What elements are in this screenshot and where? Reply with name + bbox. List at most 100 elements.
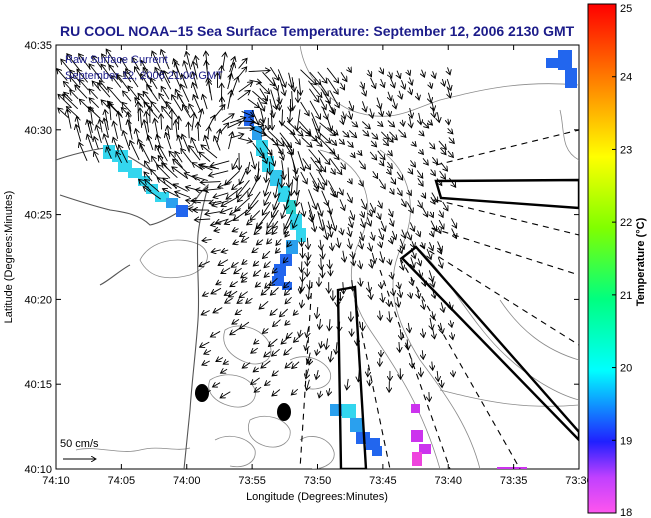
current-vector: [92, 81, 101, 92]
current-vector: [264, 191, 272, 206]
current-vector: [264, 273, 269, 278]
current-vector: [89, 98, 100, 109]
current-vector: [326, 338, 328, 349]
current-vector: [191, 138, 199, 154]
current-vector: [282, 199, 290, 219]
current-vector: [328, 388, 330, 395]
current-vector: [412, 358, 413, 368]
current-vector: [362, 129, 369, 136]
current-vector: [439, 210, 443, 218]
current-vector: [282, 170, 283, 188]
current-vector: [431, 169, 436, 175]
current-vector: [67, 109, 72, 129]
colorbar: 25 24 23 22 21 20 19 18 Temperature (°C): [587, 3, 647, 518]
current-vector: [351, 153, 355, 158]
current-vector: [406, 202, 413, 213]
current-vector: [312, 136, 322, 146]
current-vector: [299, 127, 311, 136]
current-vector: [139, 179, 152, 192]
current-vector: [151, 78, 158, 90]
current-vector: [282, 160, 285, 179]
current-vector: [370, 77, 376, 89]
current-vector: [248, 179, 258, 197]
current-vector: [312, 218, 315, 232]
current-vector: [248, 70, 270, 71]
current-vector: [361, 211, 363, 217]
current-vector: [238, 58, 248, 69]
current-vector: [409, 87, 411, 95]
current-vector: [382, 292, 383, 302]
current-vector: [329, 157, 342, 174]
current-vector: [106, 147, 112, 159]
current-vector: [430, 82, 432, 88]
current-vector: [292, 159, 297, 181]
current-vector: [329, 127, 338, 135]
current-vector: [175, 192, 191, 198]
current-vector: [330, 139, 336, 146]
current-vector: [361, 81, 364, 89]
current-vector: [263, 118, 264, 131]
current-vector: [387, 161, 392, 169]
x-tick-label: 73:40: [434, 475, 462, 487]
current-vector: [317, 177, 324, 190]
x-tick-label: 73:35: [500, 475, 528, 487]
current-vector: [234, 267, 242, 273]
current-vector: [348, 226, 351, 236]
current-vector: [353, 257, 354, 266]
current-vector: [227, 90, 232, 109]
current-vector: [268, 130, 284, 146]
current-vector: [337, 237, 339, 248]
current-vector: [161, 70, 172, 90]
current-vector: [330, 187, 334, 197]
current-vector: [319, 318, 320, 329]
current-vector: [417, 290, 419, 299]
current-vector: [382, 138, 389, 145]
current-vector: [342, 130, 349, 137]
current-vector: [448, 87, 451, 98]
current-vector: [372, 252, 375, 264]
current-vector: [240, 232, 248, 237]
current-vector: [155, 67, 163, 82]
current-vector: [172, 95, 183, 112]
current-vector: [252, 142, 265, 159]
current-vector: [305, 340, 307, 350]
current-vector: [120, 58, 129, 70]
x-tick-label: 73:50: [304, 475, 332, 487]
current-vector: [184, 61, 190, 78]
current-vector: [352, 251, 353, 259]
current-vector: [347, 378, 349, 390]
current-vector: [286, 141, 293, 154]
current-vector: [100, 119, 103, 133]
current-vector: [289, 130, 300, 144]
current-vector: [388, 91, 391, 101]
current-vector: [144, 172, 153, 182]
current-vector: [89, 64, 103, 82]
current-vector: [249, 127, 266, 135]
current-vector: [312, 180, 318, 192]
current-vector: [148, 135, 154, 151]
current-vector: [427, 248, 431, 260]
current-vector: [220, 207, 233, 213]
current-vector: [317, 71, 327, 83]
current-vector: [380, 131, 388, 140]
current-vector: [266, 227, 273, 235]
current-vector: [254, 386, 262, 392]
current-vector: [397, 70, 400, 79]
colorbar-tick-label: 23: [620, 144, 632, 156]
current-vector: [317, 131, 330, 143]
current-vector: [369, 242, 371, 251]
current-vector: [278, 147, 284, 160]
current-vector: [205, 136, 210, 150]
current-vector: [286, 332, 293, 338]
current-vector: [301, 137, 312, 147]
current-vector: [278, 97, 280, 110]
current-vector: [278, 89, 281, 104]
current-vector: [363, 88, 366, 96]
current-vector: [239, 291, 248, 298]
current-vector: [320, 239, 321, 250]
current-vector: [199, 261, 210, 266]
current-vector: [285, 232, 289, 237]
current-vector: [311, 118, 319, 140]
current-vector: [201, 310, 210, 314]
current-vector: [388, 151, 392, 156]
